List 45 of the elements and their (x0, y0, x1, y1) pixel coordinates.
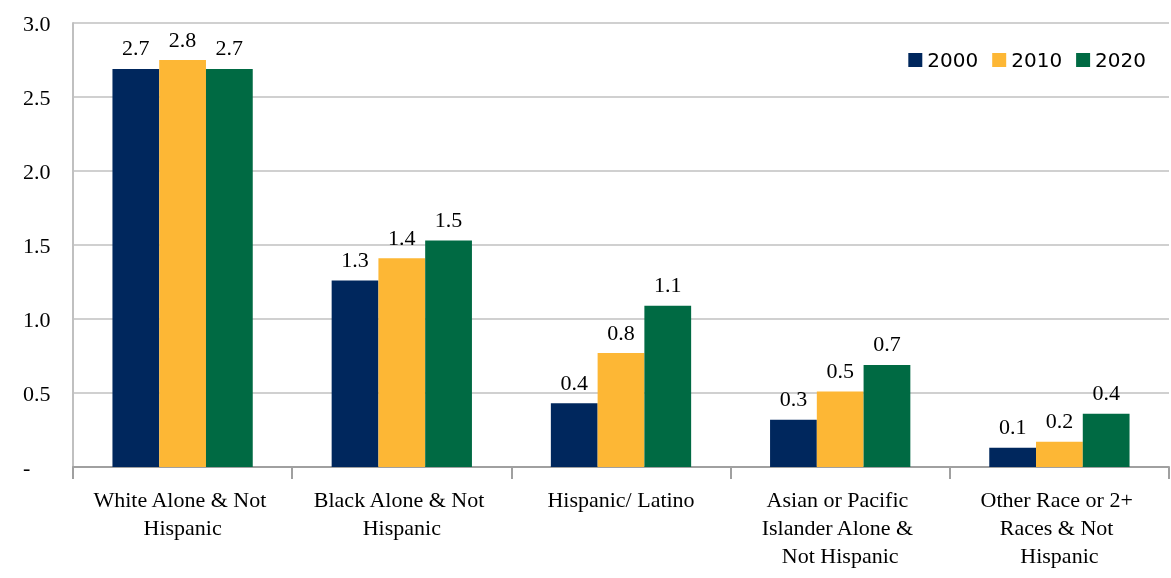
data-label: 0.4 (1092, 380, 1120, 406)
bar (112, 68, 160, 467)
bar (425, 240, 472, 467)
data-label: 2.7 (122, 35, 150, 61)
data-label: 2.8 (168, 26, 197, 52)
legend-label: 2010 (1011, 48, 1063, 72)
y-tick-label: 1.0 (23, 306, 51, 332)
y-tick-label: 0.5 (23, 380, 51, 406)
data-label: 0.3 (779, 386, 808, 412)
data-label: 0.8 (607, 319, 635, 345)
bar (159, 60, 206, 467)
data-label: 0.1 (998, 414, 1027, 440)
y-tick-label: 3.0 (23, 10, 51, 36)
data-label: 0.4 (560, 369, 588, 395)
x-tick-label: Asian or Pacific Islander Alone & Not Hispanic (761, 486, 919, 568)
data-label: 0.2 (1045, 408, 1074, 434)
bar (1082, 413, 1130, 467)
y-tick-label: 2.5 (23, 84, 51, 110)
bar (331, 280, 379, 467)
data-label: 0.5 (826, 358, 854, 384)
bar (597, 353, 645, 467)
y-tick-label: - (23, 454, 31, 480)
bar (816, 391, 864, 467)
bar (550, 403, 598, 467)
data-label: 1.1 (654, 272, 682, 298)
legend-label: 2020 (1095, 48, 1147, 72)
data-label: 1.4 (388, 224, 416, 250)
x-tick-label: Black Alone & Not Hispanic (313, 486, 490, 540)
x-tick-label: Other Race or 2+ Races & Not Hispanic (980, 486, 1139, 568)
data-label: 0.7 (873, 331, 901, 357)
data-label: 1.3 (341, 247, 369, 273)
bar (644, 305, 692, 467)
data-label: 2.7 (215, 35, 244, 61)
data-label: 1.5 (434, 207, 463, 233)
bar (378, 258, 426, 467)
x-tick-label: White Alone & Not Hispanic (93, 486, 272, 540)
x-tick-label: Hispanic/ Latino (547, 486, 695, 512)
legend-label: 2000 (927, 48, 979, 72)
bar (1036, 441, 1083, 467)
y-tick-label: 1.5 (23, 232, 51, 258)
bar (770, 419, 817, 467)
y-tick-label: 2.0 (23, 158, 51, 184)
bar (989, 447, 1037, 467)
bar (863, 364, 911, 467)
bar (205, 68, 253, 467)
